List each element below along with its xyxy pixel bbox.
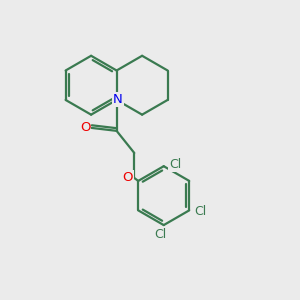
- Text: O: O: [80, 122, 90, 134]
- Text: Cl: Cl: [155, 228, 167, 241]
- Text: Cl: Cl: [169, 158, 181, 171]
- Text: N: N: [113, 93, 123, 106]
- Text: O: O: [122, 172, 133, 184]
- Text: Cl: Cl: [194, 205, 206, 218]
